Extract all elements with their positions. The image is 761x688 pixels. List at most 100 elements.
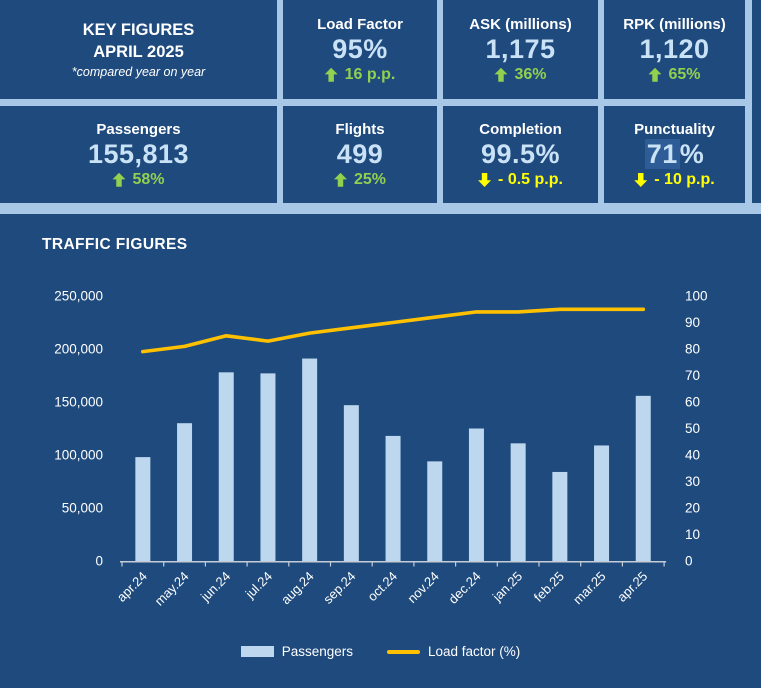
kpi-card-ask: ASK (millions) 1,175 36% xyxy=(443,0,598,99)
y-right-tick-label: 40 xyxy=(685,448,700,463)
kpi-value: 71% xyxy=(644,138,705,169)
passengers-swatch-icon xyxy=(240,646,274,657)
passengers-bar xyxy=(218,372,234,561)
kpi-delta: 25% xyxy=(333,170,387,189)
passengers-bar xyxy=(468,428,484,561)
y-right-tick-label: 60 xyxy=(685,395,700,410)
arrow-up-icon xyxy=(333,172,347,187)
load-factor-swatch-icon xyxy=(387,649,420,654)
y-right-tick-label: 50 xyxy=(685,421,700,436)
panel-separator xyxy=(0,203,761,214)
kpi-delta: 16 p.p. xyxy=(324,65,396,84)
kpi-delta: 36% xyxy=(494,65,547,84)
x-axis-category-label: apr.24 xyxy=(114,569,150,605)
kpi-delta-text: 36% xyxy=(514,65,547,83)
x-axis-category-label: sep.24 xyxy=(320,569,358,607)
kpi-card-completion: Completion 99.5% - 0.5 p.p. xyxy=(443,106,598,203)
passengers-bar xyxy=(177,423,193,561)
kpi-label: ASK (millions) xyxy=(469,15,572,33)
y-left-tick-label: 200,000 xyxy=(54,342,103,357)
kpi-delta-text: 16 p.p. xyxy=(344,65,396,83)
kpi-card-load-factor: Load Factor 95% 16 p.p. xyxy=(283,0,437,99)
passengers-bar xyxy=(510,443,526,561)
arrow-down-icon xyxy=(478,173,491,187)
kpi-card-punctuality: Punctuality 71% - 10 p.p. xyxy=(604,106,745,203)
passengers-bar xyxy=(594,445,610,561)
kpi-delta-text: 25% xyxy=(353,170,387,188)
kpi-delta: 58% xyxy=(112,170,165,189)
y-right-tick-label: 80 xyxy=(685,342,700,357)
y-left-tick-label: 100,000 xyxy=(54,448,103,463)
x-axis-category-label: oct.24 xyxy=(365,569,401,605)
x-axis-category-label: jul.24 xyxy=(242,569,275,602)
kpi-value: 99.5% xyxy=(480,138,561,169)
passengers-bar xyxy=(302,358,318,561)
kpi-value: 1,120 xyxy=(639,33,710,64)
y-right-tick-label: 100 xyxy=(685,289,708,304)
x-axis-category-label: feb.25 xyxy=(531,569,567,605)
kpi-label: Completion xyxy=(479,120,562,138)
kpi-label: Load Factor xyxy=(317,15,403,33)
y-left-tick-label: 50,000 xyxy=(62,501,103,516)
passengers-bar xyxy=(427,461,443,561)
passengers-bar xyxy=(135,457,151,561)
legend-item-load-factor: Load factor (%) xyxy=(387,644,520,659)
x-axis-category-label: mar.25 xyxy=(570,569,609,608)
y-right-tick-label: 90 xyxy=(685,315,700,330)
x-axis-category-label: apr.25 xyxy=(614,569,650,605)
arrow-down-icon xyxy=(634,173,647,187)
kpi-delta: - 10 p.p. xyxy=(634,170,715,189)
report-subtitle: *compared year on year xyxy=(71,64,206,79)
kpi-card-rpk: RPK (millions) 1,120 65% xyxy=(604,0,745,99)
kpi-value: 1,175 xyxy=(485,33,556,64)
kpi-label: RPK (millions) xyxy=(623,15,726,33)
report-title-line1: KEY FIGURES xyxy=(82,21,195,40)
kpi-card-flights: Flights 499 25% xyxy=(283,106,437,203)
header-card: KEY FIGURES APRIL 2025 *compared year on… xyxy=(0,0,277,99)
y-right-tick-label: 0 xyxy=(685,554,693,569)
x-axis-category-label: jun.24 xyxy=(197,569,233,605)
passengers-bar xyxy=(343,405,359,561)
y-left-tick-label: 250,000 xyxy=(54,289,103,304)
arrow-up-icon xyxy=(324,67,338,82)
kpi-label: Punctuality xyxy=(634,120,715,138)
legend-label-load-factor: Load factor (%) xyxy=(428,644,521,659)
y-right-tick-label: 10 xyxy=(685,527,700,542)
kpi-delta-text: 58% xyxy=(132,170,165,188)
kpi-delta-text: - 0.5 p.p. xyxy=(498,170,563,188)
kpi-value: 499 xyxy=(336,138,384,169)
legend-item-passengers: Passengers xyxy=(240,644,353,659)
passengers-bar xyxy=(635,395,651,561)
legend-label-passengers: Passengers xyxy=(281,644,353,659)
passengers-bar xyxy=(552,471,568,561)
kpi-value: 155,813 xyxy=(87,138,190,169)
y-left-tick-label: 150,000 xyxy=(54,395,103,410)
kpi-delta: - 0.5 p.p. xyxy=(478,171,563,189)
y-right-tick-label: 70 xyxy=(685,368,700,383)
kpi-label: Passengers xyxy=(96,120,181,138)
y-left-tick-label: 0 xyxy=(95,554,103,569)
x-axis-category-label: may.24 xyxy=(152,569,192,609)
x-axis-category-label: aug.24 xyxy=(278,569,317,608)
load-factor-line xyxy=(141,307,646,354)
kpi-delta: 65% xyxy=(648,65,701,84)
chart-title: TRAFFIC FIGURES xyxy=(42,236,188,253)
kpi-delta-text: - 10 p.p. xyxy=(654,170,715,188)
y-right-tick-label: 30 xyxy=(685,474,700,489)
report-title-line2: APRIL 2025 xyxy=(93,42,184,61)
kpi-card-passengers: Passengers 155,813 58% xyxy=(0,106,277,203)
arrow-up-icon xyxy=(648,67,662,82)
arrow-up-icon xyxy=(112,172,126,187)
kpi-label: Flights xyxy=(335,120,385,138)
kpi-grid: KEY FIGURES APRIL 2025 *compared year on… xyxy=(0,0,752,203)
kpi-value: 95% xyxy=(332,33,388,64)
x-axis-category-label: nov.24 xyxy=(404,569,442,607)
kpi-delta-text: 65% xyxy=(668,65,701,83)
x-axis-category-label: jan.25 xyxy=(489,569,525,605)
chart-legend: Passengers Load factor (%) xyxy=(0,644,761,659)
arrow-up-icon xyxy=(494,67,508,82)
passengers-bar xyxy=(385,435,401,561)
passengers-bar xyxy=(260,373,276,561)
